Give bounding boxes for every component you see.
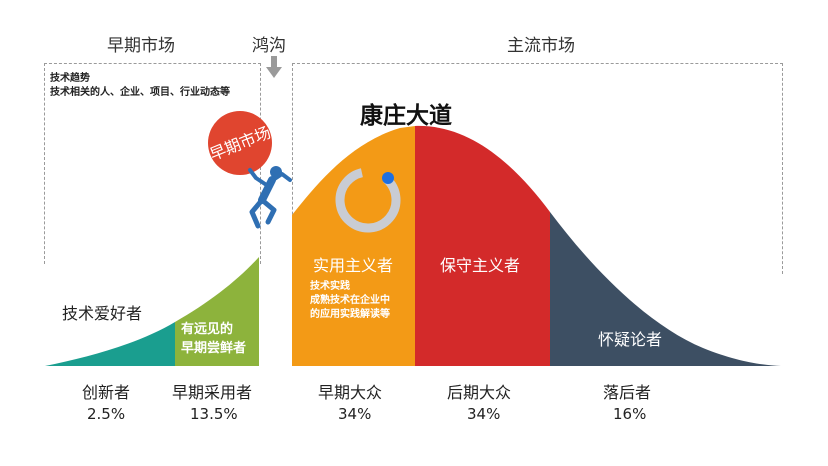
segment-late-majority [415, 125, 550, 366]
segment-label-innovators: 技术爱好者 [62, 304, 143, 323]
main-note-line2: 成熟技术在企业中 [310, 295, 390, 306]
early-market-header: 早期市场 [107, 36, 175, 56]
segment-label-early-adopters-line2: 早期尝鲜者 [181, 341, 247, 356]
segment-label-early-majority: 实用主义者 [313, 256, 394, 275]
segment-label-early-adopters-line1: 有远见的 [181, 322, 234, 337]
logo-ring-icon [335, 167, 401, 233]
jumping-person-icon [248, 166, 292, 229]
category-name-late-majority: 后期大众 [447, 383, 512, 402]
segment-label-laggards: 怀疑论者 [598, 330, 663, 349]
main-note-line3: 的应用实践解读等 [310, 309, 390, 320]
category-pct-laggards: 16% [613, 405, 647, 423]
category-pct-late-majority: 34% [467, 405, 501, 423]
category-pct-early-adopters: 13.5% [190, 405, 238, 423]
segment-early-adopters [175, 257, 259, 366]
segment-early-majority [292, 126, 415, 366]
segment-label-late-majority: 保守主义者 [440, 256, 521, 275]
segment-laggards [550, 212, 781, 366]
highlight-title: 康庄大道 [360, 103, 452, 129]
chasm-header: 鸿沟 [252, 36, 286, 56]
early-note-line2: 技术相关的人、企业、项目、行业动态等 [50, 87, 230, 98]
category-pct-innovators: 2.5% [87, 405, 126, 423]
early-note-line1: 技术趋势 [50, 73, 90, 84]
segment-innovators [45, 322, 175, 366]
category-name-laggards: 落后者 [603, 383, 652, 402]
main-market-header: 主流市场 [507, 36, 575, 56]
category-pct-early-majority: 34% [338, 405, 372, 423]
main-market-box [292, 63, 783, 274]
main-note-line1: 技术实践 [310, 281, 350, 292]
category-name-early-majority: 早期大众 [318, 383, 383, 402]
category-name-early-adopters: 早期采用者 [172, 383, 253, 402]
category-name-innovators: 创新者 [82, 383, 131, 402]
chasm-arrow-icon [266, 56, 282, 78]
early-market-ball: 早期市场 [207, 111, 273, 175]
